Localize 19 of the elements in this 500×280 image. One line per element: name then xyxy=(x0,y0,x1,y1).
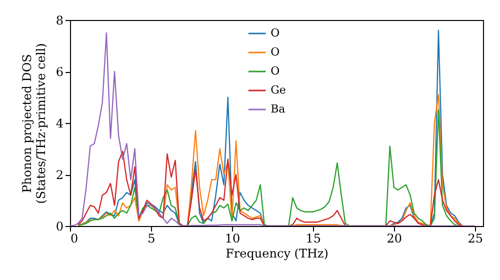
x-axis-title: Frequency (THz) xyxy=(226,246,328,260)
x-tick-label: 20 xyxy=(386,232,402,246)
legend-label: Ba xyxy=(270,102,286,116)
legend-label: O xyxy=(270,64,280,78)
x-tick-label: 0 xyxy=(70,232,78,246)
legend-label: Ge xyxy=(270,84,286,96)
y-tick-label: 8 xyxy=(56,14,64,28)
x-tick-label: 5 xyxy=(148,232,156,246)
x-tick-label: 15 xyxy=(306,232,322,246)
y-tick-label: 2 xyxy=(56,168,64,182)
x-tick-label: 10 xyxy=(224,232,240,246)
legend-label: O xyxy=(270,46,280,58)
y-tick-label: 6 xyxy=(56,65,64,79)
x-tick-label: 25 xyxy=(468,232,484,246)
y-axis-title: Phonon projected DOS (States/THz·primitive cell) xyxy=(20,43,48,204)
legend-label: O xyxy=(270,26,280,40)
y-tick-label: 4 xyxy=(56,116,64,130)
line-series xyxy=(78,150,464,226)
y-tick-label: 0 xyxy=(56,220,64,234)
